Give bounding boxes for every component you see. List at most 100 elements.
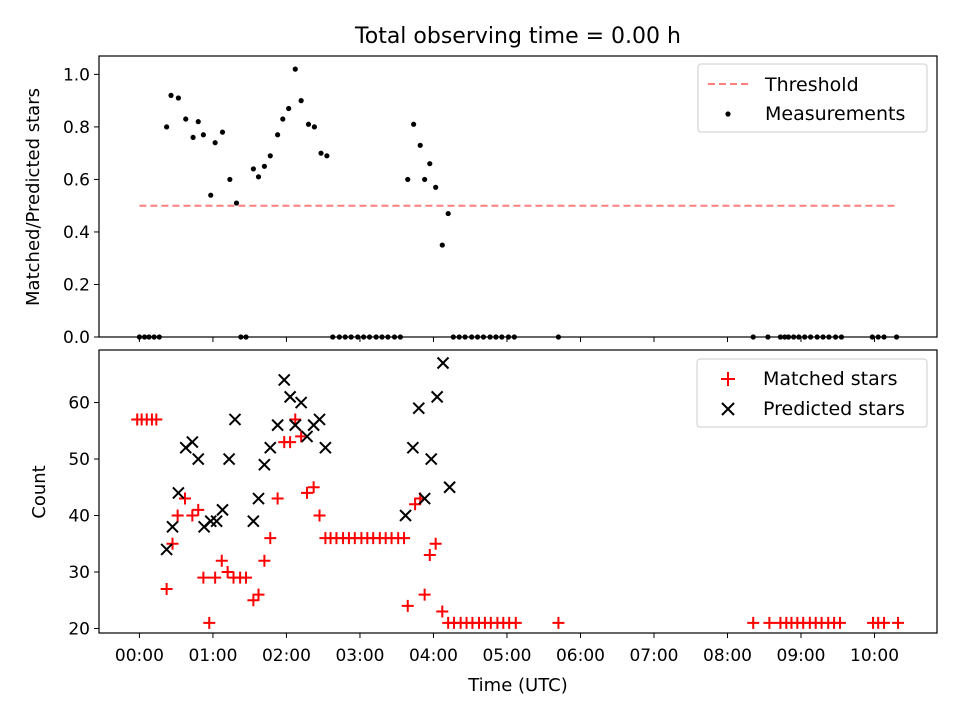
top-y-axis-label: Matched/Predicted stars	[23, 88, 44, 306]
predicted-star-point	[228, 413, 242, 426]
predicted-star-point	[406, 441, 420, 454]
measurement-point	[261, 163, 267, 169]
bottom-panel: 20 30 40 50 60 00:00 01:00 02:00 03:00 04:00 05:0…	[29, 349, 938, 696]
matched-star-point	[289, 413, 302, 426]
top-y-tick-label: 1.0	[63, 65, 90, 85]
predicted-star-point	[160, 543, 173, 556]
top-y-tick-label: 0.2	[63, 275, 90, 295]
matched-star-point	[192, 503, 205, 516]
measurement-point	[417, 142, 423, 148]
measurement-point	[255, 174, 262, 180]
matched-star-point	[160, 582, 173, 595]
measurement-point	[305, 121, 312, 127]
predicted-star-point	[210, 514, 223, 528]
matched-star-point	[171, 509, 184, 522]
top-legend-box	[697, 63, 928, 133]
measurement-point	[233, 200, 240, 206]
bottom-legend-box	[696, 358, 928, 428]
measurement-point	[208, 192, 214, 198]
matched-star-point	[509, 616, 522, 629]
matched-star-point	[429, 537, 442, 550]
measurement-point	[227, 176, 233, 183]
matched-star-point	[215, 554, 228, 567]
predicted-star-point	[294, 396, 308, 409]
measurement-point	[175, 95, 181, 101]
measurement-point	[427, 161, 433, 167]
x-tick-label: 05:00	[482, 646, 531, 666]
matched-star-point	[763, 616, 776, 629]
bottom-plot-frame	[98, 349, 938, 634]
bottom-x-axis-label: Time (UTC)	[467, 675, 568, 696]
matched-star-point	[252, 588, 265, 601]
predicted-star-point	[278, 373, 291, 387]
bottom-y-tick-label: 30	[68, 563, 90, 583]
top-y-tick-label: 0.6	[63, 170, 90, 190]
predicted-star-point	[252, 492, 265, 505]
bottom-x-ticks: 00:00 01:00 02:00 03:00 04:00 05:00 06:00 07:00…	[115, 633, 899, 666]
matched-star-point	[295, 430, 308, 443]
top-y-tick-label: 0.0	[63, 328, 90, 348]
predicted-star-point	[313, 413, 326, 426]
predicted-star-point	[216, 503, 229, 517]
predicted-star-point	[271, 418, 284, 432]
matched-star-point	[552, 616, 565, 629]
legend-matched-label: Matched stars	[763, 368, 897, 390]
bottom-y-tick-label: 40	[68, 507, 90, 527]
predicted-star-point	[264, 441, 277, 454]
matched-star-point	[401, 599, 414, 612]
predicted-star-point	[166, 520, 179, 534]
top-panel: 0.0 0.2 0.4 0.6 0.8 1.0 Matched/Predicted sta…	[23, 55, 938, 348]
bottom-legend: Matched stars Predicted stars	[696, 358, 928, 428]
measurement-point	[439, 242, 445, 248]
measurement-point	[445, 210, 451, 217]
matched-star-point	[179, 492, 192, 505]
matched-star-point	[209, 571, 222, 584]
matched-star-point	[307, 481, 320, 494]
predicted-star-point	[204, 514, 217, 528]
top-x-ticks	[138, 337, 876, 342]
x-tick-label: 01:00	[188, 646, 237, 666]
top-y-ticks: 0.0 0.2 0.4 0.6 0.8 1.0	[63, 65, 99, 348]
measurement-point	[250, 166, 256, 172]
matched-star-point	[398, 532, 411, 545]
predicted-star-point	[412, 401, 425, 415]
matched-star-point	[418, 588, 431, 601]
measurement-point	[405, 176, 411, 183]
x-tick-label: 10:00	[850, 646, 899, 666]
matched-star-point	[313, 509, 326, 522]
measurement-point	[200, 132, 206, 138]
predicted-star-point	[418, 492, 431, 505]
predicted-star-point	[186, 435, 199, 449]
x-tick-label: 03:00	[335, 646, 384, 666]
top-legend: Threshold Measurements	[697, 63, 928, 133]
measurement-point	[298, 98, 304, 104]
x-tick-label: 04:00	[409, 646, 458, 666]
measurement-point	[411, 121, 417, 127]
bottom-y-tick-label: 50	[68, 450, 90, 470]
legend-threshold-label: Threshold	[764, 74, 859, 96]
bottom-y-axis-label: Count	[29, 465, 50, 518]
predicted-star-point	[172, 486, 185, 500]
predicted-star-point	[399, 509, 412, 522]
top-plot-frame	[98, 55, 938, 338]
matched-star-point	[271, 492, 284, 505]
measurement-point	[164, 124, 170, 130]
matched-star-point	[301, 486, 314, 499]
bottom-series-layer	[131, 356, 905, 629]
measurement-point	[433, 184, 439, 190]
measurement-point	[195, 119, 201, 125]
predicted-star-point	[289, 418, 302, 432]
matched-star-point	[240, 571, 253, 584]
legend-predicted-swatch	[721, 402, 735, 416]
predicted-star-point	[192, 452, 205, 466]
legend-predicted-label: Predicted stars	[763, 398, 905, 420]
predicted-star-point	[300, 430, 314, 443]
predicted-star-point	[436, 356, 450, 370]
predicted-star-point	[258, 458, 271, 471]
matched-star-point	[284, 436, 297, 449]
measurement-point	[324, 153, 330, 159]
bottom-y-ticks: 20 30 40 50 60	[68, 394, 99, 639]
predicted-star-point	[430, 390, 444, 404]
x-tick-label: 06:00	[556, 646, 605, 666]
